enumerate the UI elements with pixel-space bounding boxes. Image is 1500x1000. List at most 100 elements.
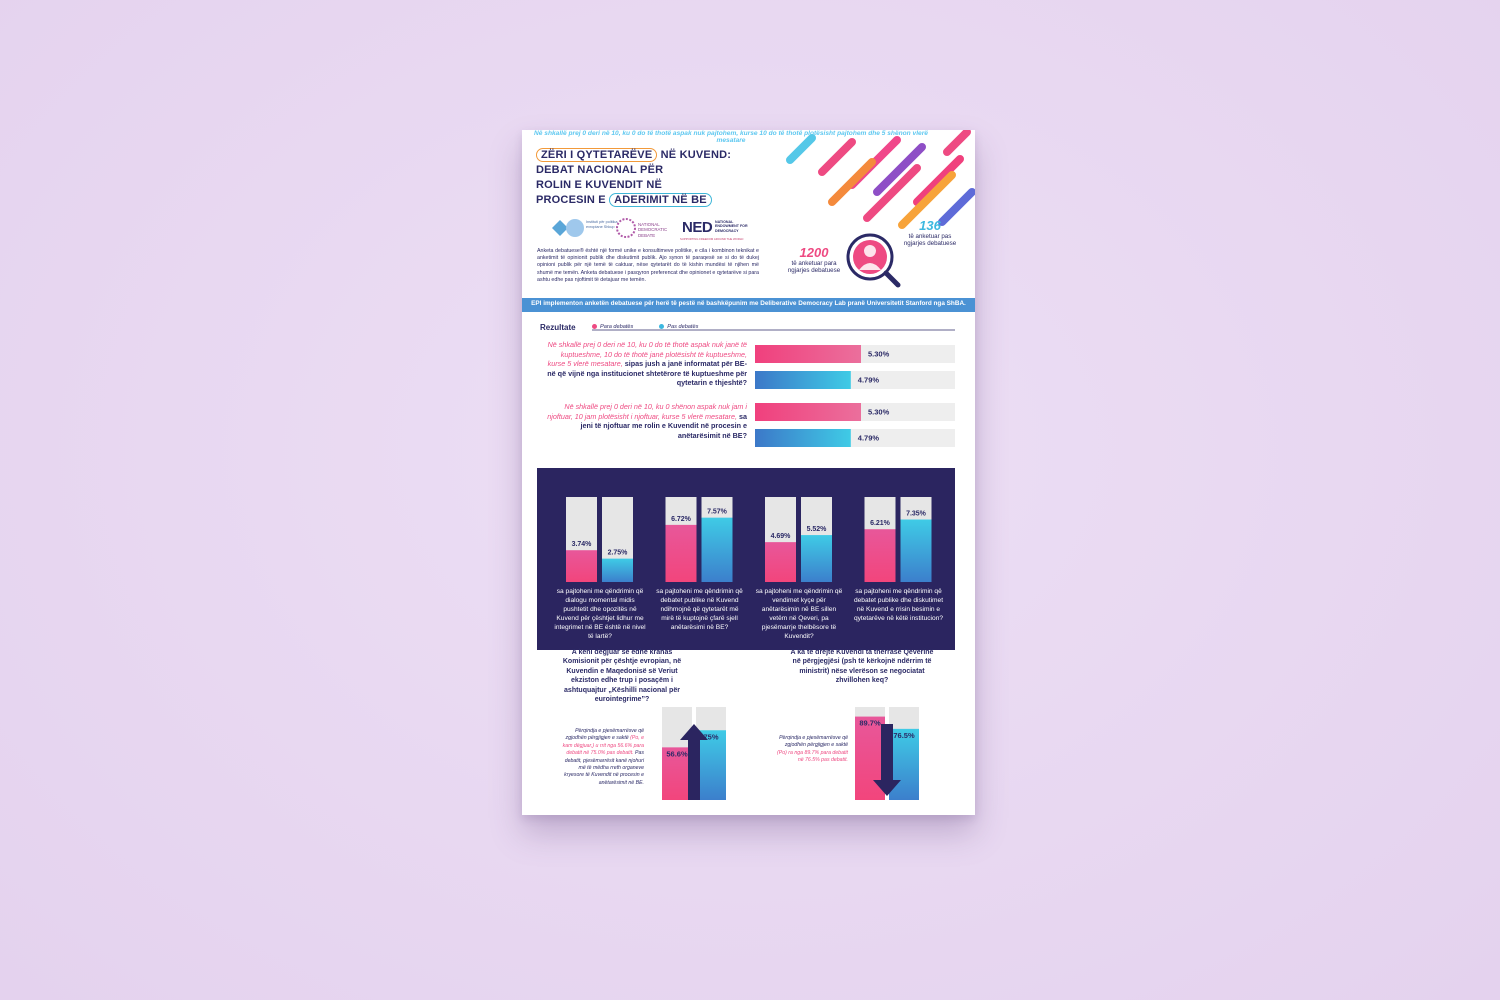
poster: 5.30% 4.79% 5.30% 4.79% 3.74% 2.75% 6.72% 7.57%… [522,130,975,815]
intro: Anketa debatuese® është një formë unike … [537,248,759,283]
stripe [898,171,956,229]
stripe [913,155,964,206]
panel-title: Në shkallë prej 0 deri në 10, ku 0 do të… [534,130,928,144]
title-line: PROCESIN E ADERIMIT NË BE [536,193,731,208]
column-caption: sa pajtoheni me qëndrimin që vendimet ky… [755,588,843,640]
question: A ka të drejtë Kuvendi ta thërrase Qever… [790,649,934,685]
stripe [863,164,921,222]
title-text: PROCESIN E [536,194,606,206]
stripe [938,188,975,226]
column [665,524,697,582]
note-text: Pas debatit, pjesëmarrësit kanë njohuri … [564,750,644,786]
stripe [873,143,926,196]
magnifier [846,233,901,288]
value-label: 7.57% [707,509,728,516]
note: Përqindja e pjesëmarrësve që zgjodhën pë… [560,728,644,787]
title-line: ZËRI I QYTETARËVE NË KUVEND: [536,148,731,163]
value-label: 3.74% [572,541,593,548]
stat: 1200 të anketuar para ngjarjes debatuese [784,245,844,275]
banner: EPI implementon anketën debatuese për he… [531,300,966,307]
trend-arrow [680,724,708,800]
decor-stripes [786,130,975,229]
question: A keni dëgjuar se edhe krahas Komisionit… [562,649,682,704]
value-label: 75% [703,732,718,741]
question-lead: Në shkallë prej 0 deri në 10, ku 0 do të… [547,340,747,369]
value-label: 5.52% [807,526,828,533]
trend-arrow [873,724,901,796]
person-body [859,263,881,270]
stat-label: të anketuar pas ngjarjes debatuese [903,233,957,248]
question: Në shkallë prej 0 deri në 10, ku 0 shëno… [542,402,747,440]
bar [755,345,861,363]
column-caption: sa pajtoheni me qëndrimin që debatet pub… [853,588,944,622]
stripe [828,158,876,206]
value-label: 4.69% [771,533,792,540]
bar [755,371,851,389]
column [900,519,932,582]
value-label: 4.79% [858,376,880,385]
column-caption: sa pajtoheni me qëndrimin që dialogu mom… [554,588,646,640]
column [864,529,896,582]
value-label: 5.30% [868,350,890,359]
column [889,728,919,800]
person-head [864,245,876,257]
legend-label: Pas debatës [667,324,699,330]
bar [755,429,851,447]
column-caption: sa pajtoheni me qëndrimin që debatet pub… [656,588,743,631]
column [662,747,692,800]
column [602,558,633,582]
stripe [818,138,856,176]
title-text: DEBAT NACIONAL PËR [536,164,664,176]
value-label: 76.5% [893,731,915,740]
stat-value: 136 [919,218,941,233]
logo-text: NATIONAL ENDOWMENT FOR DEMOCRACY [715,220,748,233]
title-highlight: ADERIMIT NË BE [609,193,712,207]
title: ZËRI I QYTETARËVE NË KUVEND: DEBAT NACIO… [536,148,731,208]
section-title: Rezultate [540,323,576,332]
banner-bg [522,298,975,312]
logo-shape [566,219,584,237]
legend-swatch [659,324,665,330]
stat-value: 1200 [799,245,829,260]
note-text: Përqindja e pjesëmarrësve që zgjodhën pë… [565,728,644,742]
logo-marks [552,218,636,238]
value-label: 6.21% [870,520,891,527]
chart-layer: 5.30% 4.79% 5.30% 4.79% 3.74% 2.75% 6.72% 7.57%… [522,130,975,800]
note: Përqindja e pjesëmarrësve që zgjodhën pë… [774,735,848,765]
stripe [786,134,816,164]
logo-shape [616,218,636,238]
column [801,535,832,582]
logo-text: NATIONAL DEMOCRATIC DEBATE [638,222,668,238]
column [765,542,796,582]
logo-shape [552,220,568,236]
stripe [943,130,971,156]
column [701,517,733,582]
value-label: 89.7% [859,719,881,728]
title-highlight: ZËRI I QYTETARËVE [536,148,658,162]
legend-swatch [592,324,597,330]
stat: 136 të anketuar pas ngjarjes debatuese [900,218,960,248]
value-label: 4.79% [858,434,880,443]
column [566,550,597,582]
legend-label: Para debatës [600,324,634,330]
logo-ned: NED [682,219,713,236]
column [696,730,726,800]
question: Në shkallë prej 0 deri në 10, ku 0 do të… [542,340,747,388]
logo-text: Instituti për politika evropiane Shkup [586,220,618,229]
note-text: (Po, e kam dëgjuar,) u rrit nga 56.6% pa… [562,735,644,757]
value-label: 56.6% [666,749,688,758]
value-label: 2.75% [608,550,629,557]
value-label: 7.35% [906,511,927,518]
legend-item: Para debatës [592,324,633,330]
question-text: sa jeni të njoftuar me rolin e Kuvendit … [580,411,747,440]
question-text: sipas jush a janë informatat për BE-në q… [547,359,747,388]
bar [755,403,861,421]
title-text: ROLIN E KUVENDIT NË [536,179,663,191]
legend-item: Pas debatës [659,324,698,330]
note-text: (Po) ra nga 89.7% para debatit në 76.5% … [777,749,848,764]
note-text: Përqindja e pjesëmarrësve që zgjodhën pë… [779,735,848,749]
title-text: NË KUVEND: [660,149,732,161]
question-lead: Në shkallë prej 0 deri në 10, ku 0 shëno… [547,402,747,421]
